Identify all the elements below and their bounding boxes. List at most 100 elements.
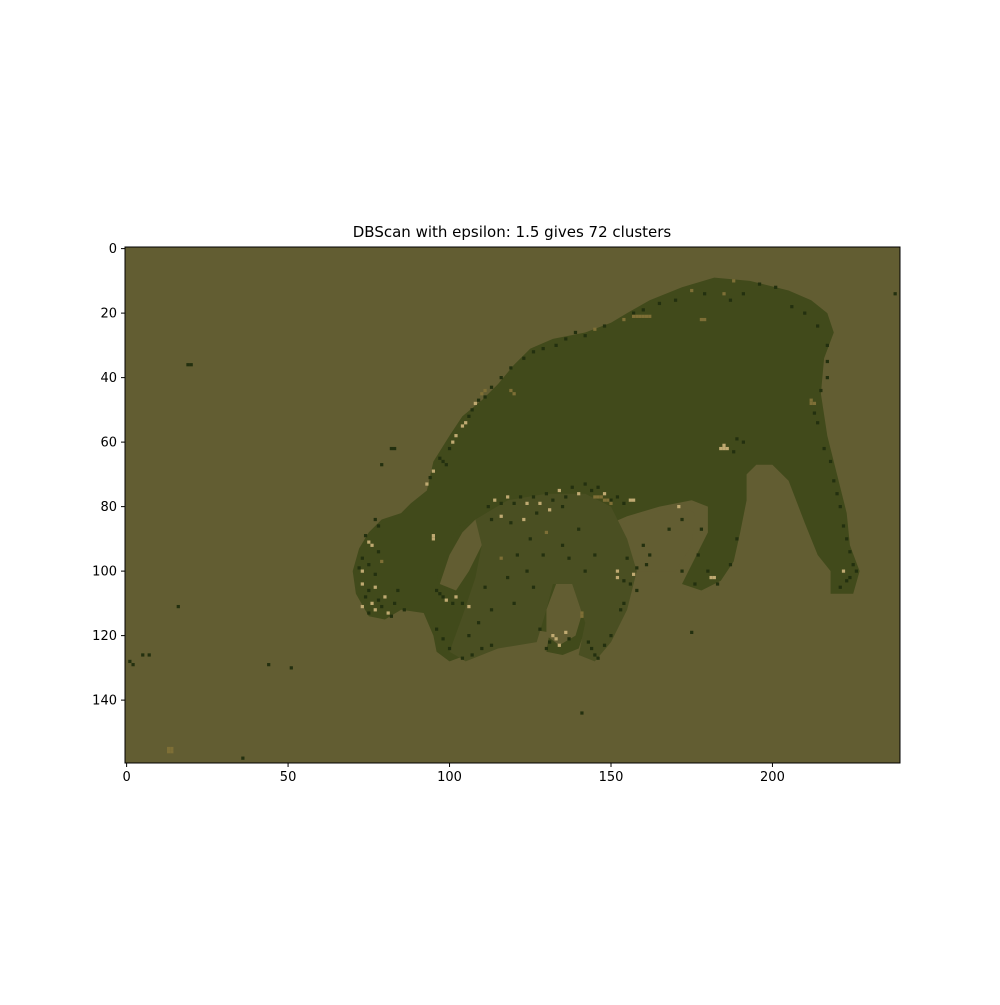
cluster-pixel xyxy=(602,492,607,496)
cluster-pixel xyxy=(848,575,852,580)
cluster-pixel xyxy=(441,459,445,464)
cluster-pixel xyxy=(389,614,394,618)
cluster-pixel xyxy=(615,495,620,499)
cluster-pixel xyxy=(644,314,649,318)
cluster-pixel xyxy=(699,527,704,531)
cluster-pixel xyxy=(376,598,381,602)
cluster-pixel xyxy=(435,588,439,593)
cluster-pixel xyxy=(393,446,397,451)
cluster-pixel xyxy=(186,363,190,367)
cluster-pixel xyxy=(460,601,465,605)
cluster-pixel xyxy=(809,401,813,406)
cluster-pixel xyxy=(267,663,271,667)
cluster-pixel xyxy=(370,601,374,605)
cluster-pixel xyxy=(376,524,381,528)
cluster-pixel xyxy=(367,611,371,615)
cluster-pixel xyxy=(438,592,442,596)
cluster-pixel xyxy=(525,501,529,505)
cluster-pixel xyxy=(757,282,762,286)
cluster-pixel xyxy=(609,634,613,638)
cluster-pixel xyxy=(712,575,716,580)
background-gap-between-legs-region xyxy=(439,513,489,591)
cluster-pixel xyxy=(360,569,364,573)
cluster-pixel xyxy=(489,608,494,612)
cluster-pixel xyxy=(396,588,400,593)
cluster-pixel xyxy=(447,446,452,451)
cluster-pixel xyxy=(680,569,684,573)
cluster-pixel xyxy=(373,517,377,522)
cluster-pixel xyxy=(386,611,390,615)
cluster-pixel xyxy=(289,666,293,670)
cluster-pixel xyxy=(703,292,707,296)
x-tick-label: 100 xyxy=(437,770,462,785)
cluster-pixel xyxy=(509,521,513,525)
cluster-pixel xyxy=(677,505,681,509)
cluster-pixel xyxy=(735,537,739,541)
cluster-pixel xyxy=(722,292,726,296)
cluster-pixel xyxy=(835,492,839,496)
cluster-pixel xyxy=(635,566,639,570)
chart-title: DBScan with epsilon: 1.5 gives 72 cluste… xyxy=(353,223,672,241)
cluster-pixel xyxy=(431,534,435,538)
cluster-pixel xyxy=(531,585,536,589)
cluster-pixel xyxy=(538,501,542,505)
cluster-pixel xyxy=(441,595,445,599)
plot-area xyxy=(125,247,900,763)
cluster-pixel xyxy=(506,495,510,499)
cluster-pixel xyxy=(428,475,432,480)
cluster-pixel xyxy=(141,653,145,657)
cluster-pixel xyxy=(641,543,645,547)
cluster-pixel xyxy=(825,343,829,347)
cluster-pixel xyxy=(460,424,465,428)
y-tick-label: 60 xyxy=(100,436,117,451)
cluster-pixel xyxy=(128,659,132,664)
cluster-pixel xyxy=(732,279,736,283)
cluster-pixel xyxy=(522,517,526,522)
y-tick-label: 120 xyxy=(92,629,117,644)
cluster-pixel xyxy=(696,553,700,557)
cluster-pixel xyxy=(147,653,151,657)
cluster-pixel xyxy=(548,640,552,644)
cluster-pixel xyxy=(438,456,442,460)
cluster-pixel xyxy=(680,517,684,522)
cluster-pixel xyxy=(512,501,516,505)
cluster-pixel xyxy=(360,604,364,609)
x-tick-label: 0 xyxy=(122,770,130,785)
cluster-pixel xyxy=(460,656,465,660)
cluster-pixel xyxy=(573,330,578,335)
cluster-pixel xyxy=(402,608,406,612)
cluster-pixel xyxy=(590,488,594,493)
cluster-pixel xyxy=(854,569,859,573)
cluster-pixel xyxy=(541,553,545,557)
cluster-pixel xyxy=(845,579,849,583)
cluster-pixel xyxy=(644,563,649,567)
cluster-pixel xyxy=(531,350,536,354)
cluster-pixel xyxy=(641,314,645,318)
cluster-pixel xyxy=(470,408,474,412)
cluster-pixel xyxy=(690,630,694,635)
cluster-pixel xyxy=(819,388,823,393)
cluster-pixel xyxy=(590,646,594,651)
cluster-pixel xyxy=(544,530,549,535)
cluster-pixel xyxy=(512,601,516,605)
cluster-pixel xyxy=(170,750,174,754)
cluster-pixel xyxy=(522,356,526,360)
cluster-pixel xyxy=(189,363,193,367)
cluster-pixel xyxy=(489,385,494,389)
cluster-pixel xyxy=(722,443,726,447)
cluster-pixel xyxy=(619,608,623,612)
cluster-pixel xyxy=(176,604,180,609)
cluster-pixel xyxy=(467,414,471,418)
cluster-pixel xyxy=(370,543,374,547)
cluster-pixel xyxy=(467,634,471,638)
cluster-pixel xyxy=(667,527,671,531)
cluster-pixel xyxy=(577,527,581,531)
cluster-pixel xyxy=(638,314,642,318)
cluster-pixel xyxy=(483,388,487,393)
cluster-pixel xyxy=(363,534,368,538)
y-tick-label: 80 xyxy=(100,500,117,515)
cluster-pixel xyxy=(518,495,523,499)
cluster-pixel xyxy=(464,421,468,425)
y-tick-label: 40 xyxy=(100,371,117,386)
cluster-pixel xyxy=(631,311,636,315)
